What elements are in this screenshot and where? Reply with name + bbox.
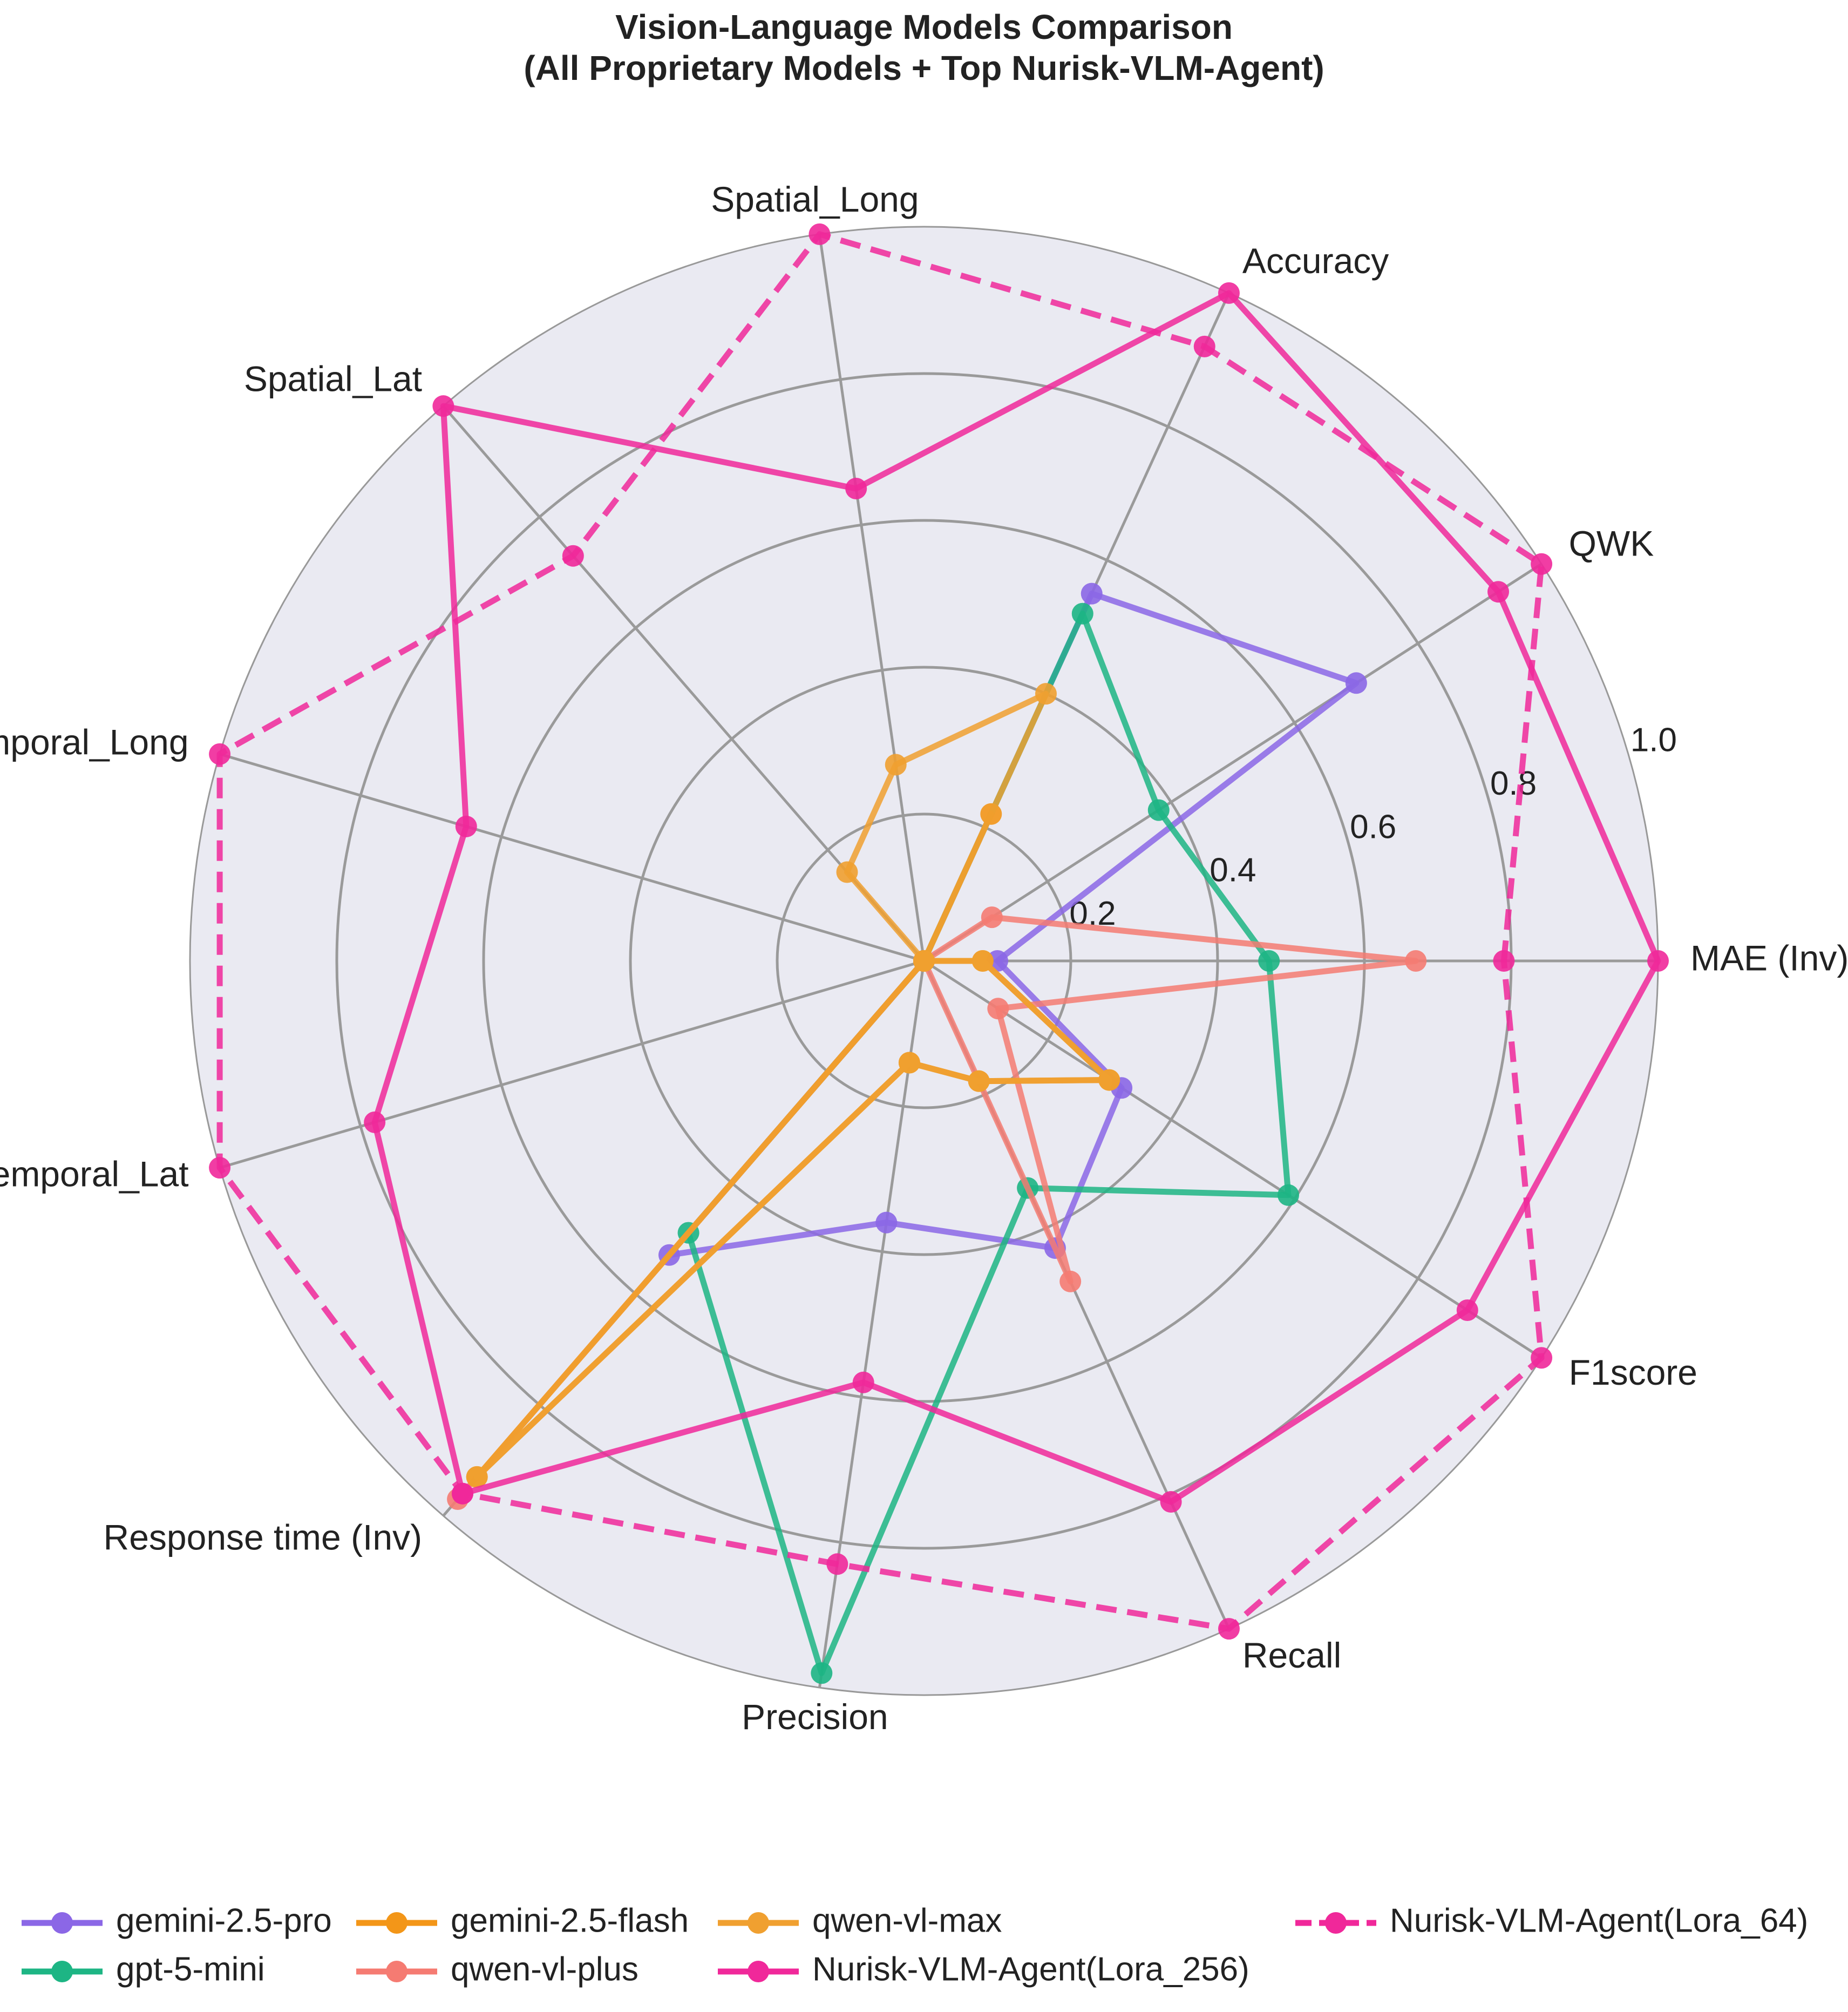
legend-marker — [748, 1912, 769, 1934]
legend-marker — [748, 1961, 769, 1982]
legend-item: Nurisk-VLM-Agent(Lora_64) — [1295, 1902, 1808, 1939]
data-point — [852, 1371, 874, 1393]
legend-marker — [51, 1961, 73, 1982]
data-point — [811, 1662, 833, 1684]
data-point — [1071, 602, 1093, 625]
data-point — [1493, 950, 1515, 972]
legend-label: gpt-5-mini — [116, 1950, 265, 1988]
legend-item: qwen-vl-max — [718, 1902, 1002, 1939]
data-point — [1193, 335, 1215, 357]
grid-spoke — [219, 753, 925, 963]
axis-label: Precision — [742, 1697, 888, 1737]
legend-label: qwen-vl-plus — [451, 1950, 638, 1988]
axis-label: Spatial_Lat — [244, 358, 422, 398]
data-point — [1345, 672, 1367, 694]
data-point — [875, 1211, 898, 1234]
data-point — [1278, 1184, 1300, 1206]
legend-item: gpt-5-mini — [22, 1950, 265, 1988]
legend-label: Nurisk-VLM-Agent(Lora_64) — [1390, 1902, 1808, 1939]
grid-spoke — [818, 234, 926, 961]
data-point — [826, 1553, 848, 1575]
axis-label: Accuracy — [1242, 241, 1389, 281]
axis-label: Recall — [1242, 1635, 1341, 1675]
data-point — [432, 395, 454, 417]
legend-label: qwen-vl-max — [812, 1902, 1002, 1939]
data-point — [1059, 1270, 1082, 1292]
radial-tick-label: 0.6 — [1350, 808, 1396, 845]
data-point — [1098, 1069, 1120, 1091]
data-point — [1531, 1347, 1553, 1369]
data-point — [562, 545, 584, 567]
data-point — [1147, 799, 1170, 821]
data-point — [364, 1111, 386, 1133]
legend-marker — [386, 1961, 407, 1982]
data-point — [1456, 1299, 1478, 1322]
data-point — [1035, 683, 1057, 705]
data-point — [885, 754, 907, 776]
data-point — [1258, 950, 1280, 972]
axis-label: Spatial_Long — [711, 179, 919, 219]
chart-title: Vision-Language Models Comparison (All P… — [524, 8, 1324, 87]
data-point — [968, 1070, 990, 1092]
data-point — [209, 1157, 231, 1179]
legend-item: qwen-vl-plus — [356, 1950, 638, 1988]
legend-marker — [1325, 1912, 1347, 1934]
series-line — [216, 231, 1545, 1632]
chart-title-line-2: (All Proprietary Models + Top Nurisk-VLM… — [524, 49, 1324, 87]
axis-label: Response time (Inv) — [104, 1518, 423, 1557]
data-point — [971, 950, 994, 972]
radial-tick-label: 0.8 — [1490, 765, 1537, 802]
legend-label: Nurisk-VLM-Agent(Lora_256) — [812, 1950, 1249, 1988]
legend: gemini-2.5-pro gemini-2.5-flash qwen-vl-ma… — [22, 1902, 1808, 1988]
grid-spoke — [923, 563, 1543, 963]
legend-marker — [386, 1912, 407, 1934]
data-point — [209, 743, 231, 765]
data-point — [1405, 950, 1427, 972]
axis-label: MAE (Inv) — [1690, 938, 1848, 978]
data-point — [452, 1482, 474, 1505]
chart-title-line-1: Vision-Language Models Comparison — [615, 8, 1233, 46]
radial-tick-label: 1.0 — [1630, 722, 1677, 759]
legend-label: gemini-2.5-pro — [116, 1902, 332, 1939]
data-point — [1160, 1491, 1182, 1513]
data-point — [466, 1466, 488, 1488]
data-point — [1218, 1618, 1240, 1640]
data-point — [898, 1052, 920, 1074]
legend-item: gemini-2.5-flash — [356, 1902, 689, 1939]
data-point — [913, 950, 935, 972]
data-point — [845, 477, 867, 499]
grid-spoke — [923, 959, 1543, 1359]
data-point — [981, 906, 1003, 929]
data-point — [1531, 553, 1553, 575]
data-point — [1487, 581, 1510, 603]
axis-label: F1score — [1569, 1352, 1697, 1392]
radial-tick-label: 0.4 — [1210, 852, 1256, 889]
axis-label: Temporal_Lat — [0, 1154, 189, 1194]
data-point — [836, 861, 858, 883]
series-line — [371, 290, 1661, 1505]
legend-item: Nurisk-VLM-Agent(Lora_256) — [718, 1950, 1249, 1988]
axis-label: Temporal_Long — [0, 722, 189, 762]
data-point — [1218, 282, 1240, 304]
axis-label: QWK — [1569, 524, 1654, 564]
data-point — [1647, 950, 1669, 972]
grid-spoke — [219, 959, 925, 1169]
data-point — [455, 815, 477, 837]
series-Nurisk-VLM-Agent(Lora_64) — [209, 223, 1553, 1640]
legend-label: gemini-2.5-flash — [451, 1902, 689, 1939]
legend-marker — [51, 1912, 73, 1934]
legend-item: gemini-2.5-pro — [22, 1902, 332, 1939]
data-point — [808, 223, 831, 245]
series-qwen-vl-max — [466, 683, 1120, 1488]
data-point — [1081, 582, 1103, 605]
data-point — [987, 998, 1009, 1020]
